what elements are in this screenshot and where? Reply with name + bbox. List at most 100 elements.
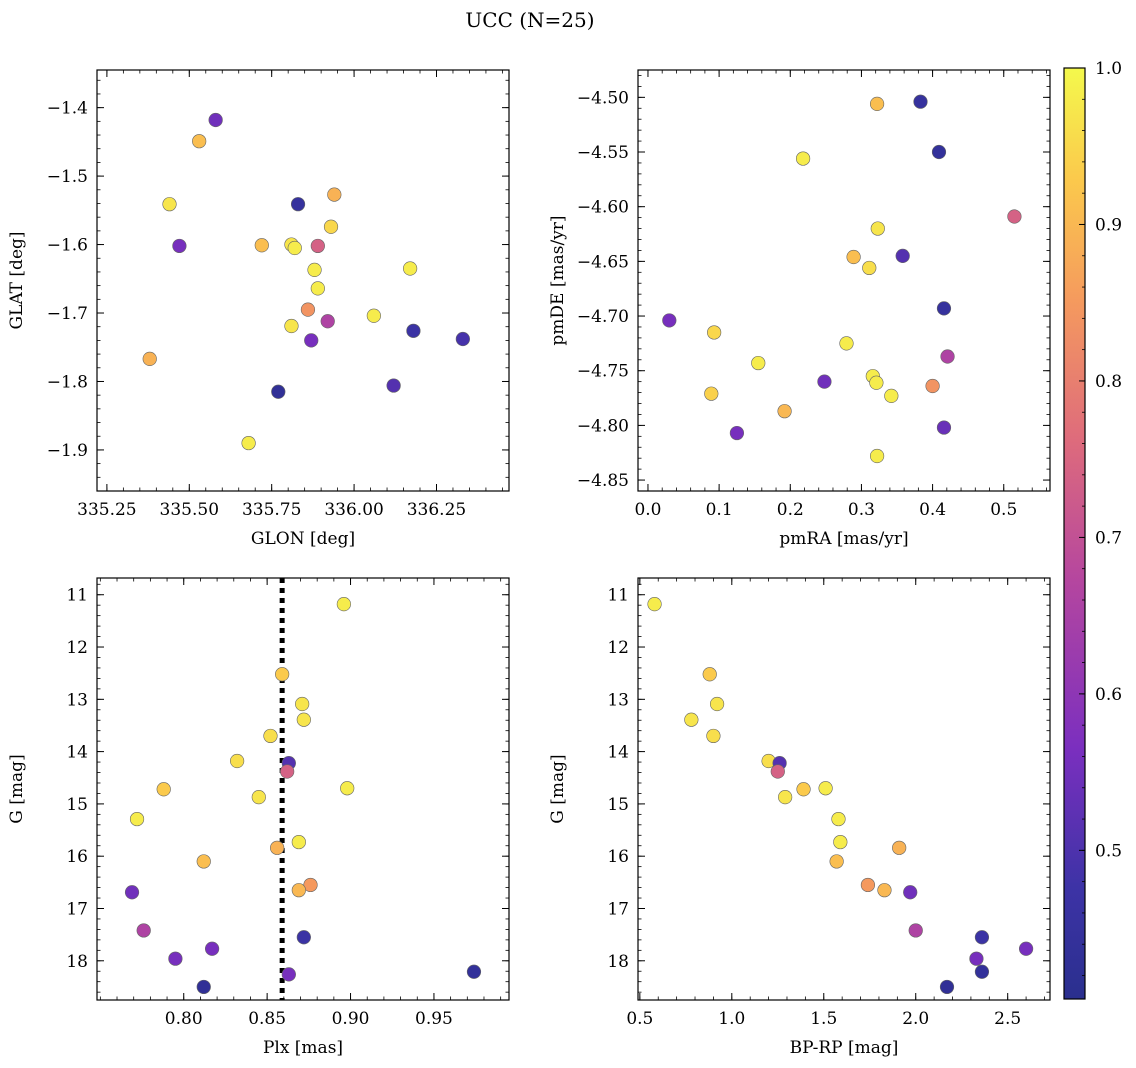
colorbar-tick-label: 0.9	[1095, 215, 1122, 235]
scatter-point	[156, 782, 171, 797]
scatter-point	[931, 144, 947, 160]
y-tick-label: −4.60	[577, 198, 629, 218]
scatter-point	[846, 249, 861, 265]
scatter-point	[936, 420, 952, 435]
axes-frame	[637, 577, 1051, 1001]
y-axis-label: GLAT [deg]	[7, 231, 27, 329]
y-tick-label: 18	[66, 952, 88, 972]
y-tick-label: 14	[607, 743, 629, 763]
scatter-point	[706, 728, 721, 744]
y-axis-label: G [mag]	[548, 754, 568, 823]
y-tick-label: 11	[66, 586, 88, 606]
y-tick-label: −4.85	[577, 471, 629, 491]
scatter-point	[208, 112, 223, 128]
x-tick-label: 1.0	[718, 1009, 745, 1029]
scatter-point	[860, 877, 876, 893]
scatter-point	[263, 728, 278, 744]
scatter-point	[829, 854, 844, 869]
y-tick-label: 13	[66, 690, 88, 710]
scatter-point	[327, 187, 342, 202]
scatter-point	[817, 374, 832, 389]
y-tick-label: −4.50	[577, 88, 629, 108]
scatter-point	[340, 781, 355, 796]
x-tick-label: 0.0	[634, 500, 661, 520]
scatter-point	[254, 238, 269, 253]
x-tick-label: 335.50	[160, 500, 219, 520]
scatter-point	[974, 964, 990, 979]
scatter-point	[877, 883, 892, 898]
y-tick-label: −4.65	[577, 252, 629, 272]
scatter-point	[925, 378, 940, 394]
x-tick-label: 335.75	[242, 500, 301, 520]
panel-pmra-pmde: 0.0 0.1 0.2 0.3 0.4 0.5 −4.50 −4.55 −4.60 −4.65 −4…	[548, 69, 1051, 549]
scatter-point	[684, 712, 699, 727]
y-tick-label: −1.7	[47, 304, 88, 324]
scatter-point	[296, 930, 311, 945]
colorbar-tick-label: 0.8	[1095, 372, 1122, 392]
x-tick-label: 0.1	[706, 500, 733, 520]
scatter-point	[647, 597, 662, 612]
panel-bprp-g: 0.5 1.0 1.5 2.0 2.5 11 12 13 14 15 16 17 18 BP-RP [ma…	[548, 577, 1051, 1058]
scatter-point	[892, 840, 907, 855]
y-axis-label: pmDE [mas/yr]	[548, 215, 568, 345]
scatter-point	[869, 448, 885, 464]
scatter-point	[275, 667, 290, 682]
y-tick-label: −4.80	[577, 416, 629, 436]
scatter-point	[241, 435, 256, 451]
y-tick-label: 12	[607, 638, 629, 658]
x-tick-label: 0.90	[332, 1009, 370, 1029]
panel-plx-g: 0.80 0.85 0.90 0.95 11 12 13 14 15 16 17 18 Plx [mas…	[7, 577, 510, 1058]
scatter-point	[913, 94, 928, 109]
scatter-point	[129, 811, 145, 827]
y-tick-label: −1.4	[47, 99, 88, 119]
scatter-point	[320, 314, 335, 329]
scatter-point	[869, 375, 884, 390]
scatter-point	[895, 248, 910, 263]
scatter-point	[796, 782, 811, 797]
scatter-point	[778, 790, 793, 805]
scatter-point	[280, 764, 295, 779]
scatter-point	[403, 261, 418, 276]
y-tick-label: 12	[66, 638, 88, 658]
x-tick-label: 0.85	[248, 1009, 286, 1029]
x-tick-label: 0.95	[415, 1009, 453, 1029]
x-axis-label: pmRA [mas/yr]	[779, 529, 908, 549]
scatter-point	[869, 96, 885, 111]
scatter-point	[862, 260, 877, 276]
scatter-point	[903, 885, 918, 900]
scatter-point	[172, 238, 187, 254]
x-tick-label: 2.0	[902, 1009, 929, 1029]
scatter-point	[366, 308, 381, 323]
scatter-point	[168, 951, 183, 966]
scatter-point	[770, 764, 785, 779]
scatter-point	[702, 667, 717, 682]
y-tick-label: 16	[607, 847, 629, 867]
y-tick-label: −4.70	[577, 307, 629, 327]
scatter-point	[939, 979, 955, 995]
scatter-point	[124, 885, 140, 900]
scatter-point	[707, 325, 722, 340]
axes-frame	[637, 69, 1051, 492]
x-axis-label: Plx [mas]	[263, 1038, 343, 1058]
y-tick-label: 16	[66, 847, 88, 867]
axes-frame	[96, 69, 510, 492]
scatter-point	[196, 854, 211, 869]
scatter-point	[296, 712, 311, 727]
scatter-point	[323, 219, 339, 234]
scatter-point	[466, 964, 482, 979]
scatter-point	[290, 197, 306, 212]
y-tick-label: 13	[607, 690, 629, 710]
scatter-point	[336, 597, 351, 612]
y-tick-label: −1.9	[47, 441, 88, 461]
x-tick-label: 335.25	[77, 500, 136, 520]
scatter-point	[192, 134, 207, 149]
scatter-point	[662, 313, 677, 328]
scatter-point	[1007, 209, 1022, 224]
colorbar: 0.5 0.6 0.7 0.8 0.9 1.0	[1063, 59, 1122, 1000]
scatter-point	[310, 238, 325, 254]
colorbar-tick-label: 1.0	[1095, 59, 1122, 79]
scatter-point	[300, 302, 316, 317]
x-tick-label: 0.2	[777, 500, 804, 520]
scatter-point	[839, 336, 854, 351]
scatter-point	[230, 753, 245, 769]
